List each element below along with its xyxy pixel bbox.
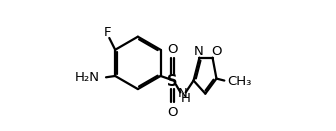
Text: N: N [193,45,203,58]
Text: N: N [178,87,188,100]
Text: CH₃: CH₃ [227,75,252,88]
Text: O: O [211,45,222,58]
Text: F: F [103,26,111,39]
Text: O: O [167,105,178,119]
Text: H₂N: H₂N [75,71,100,84]
Text: O: O [167,43,178,56]
Text: S: S [167,74,178,89]
Text: H: H [181,92,191,105]
